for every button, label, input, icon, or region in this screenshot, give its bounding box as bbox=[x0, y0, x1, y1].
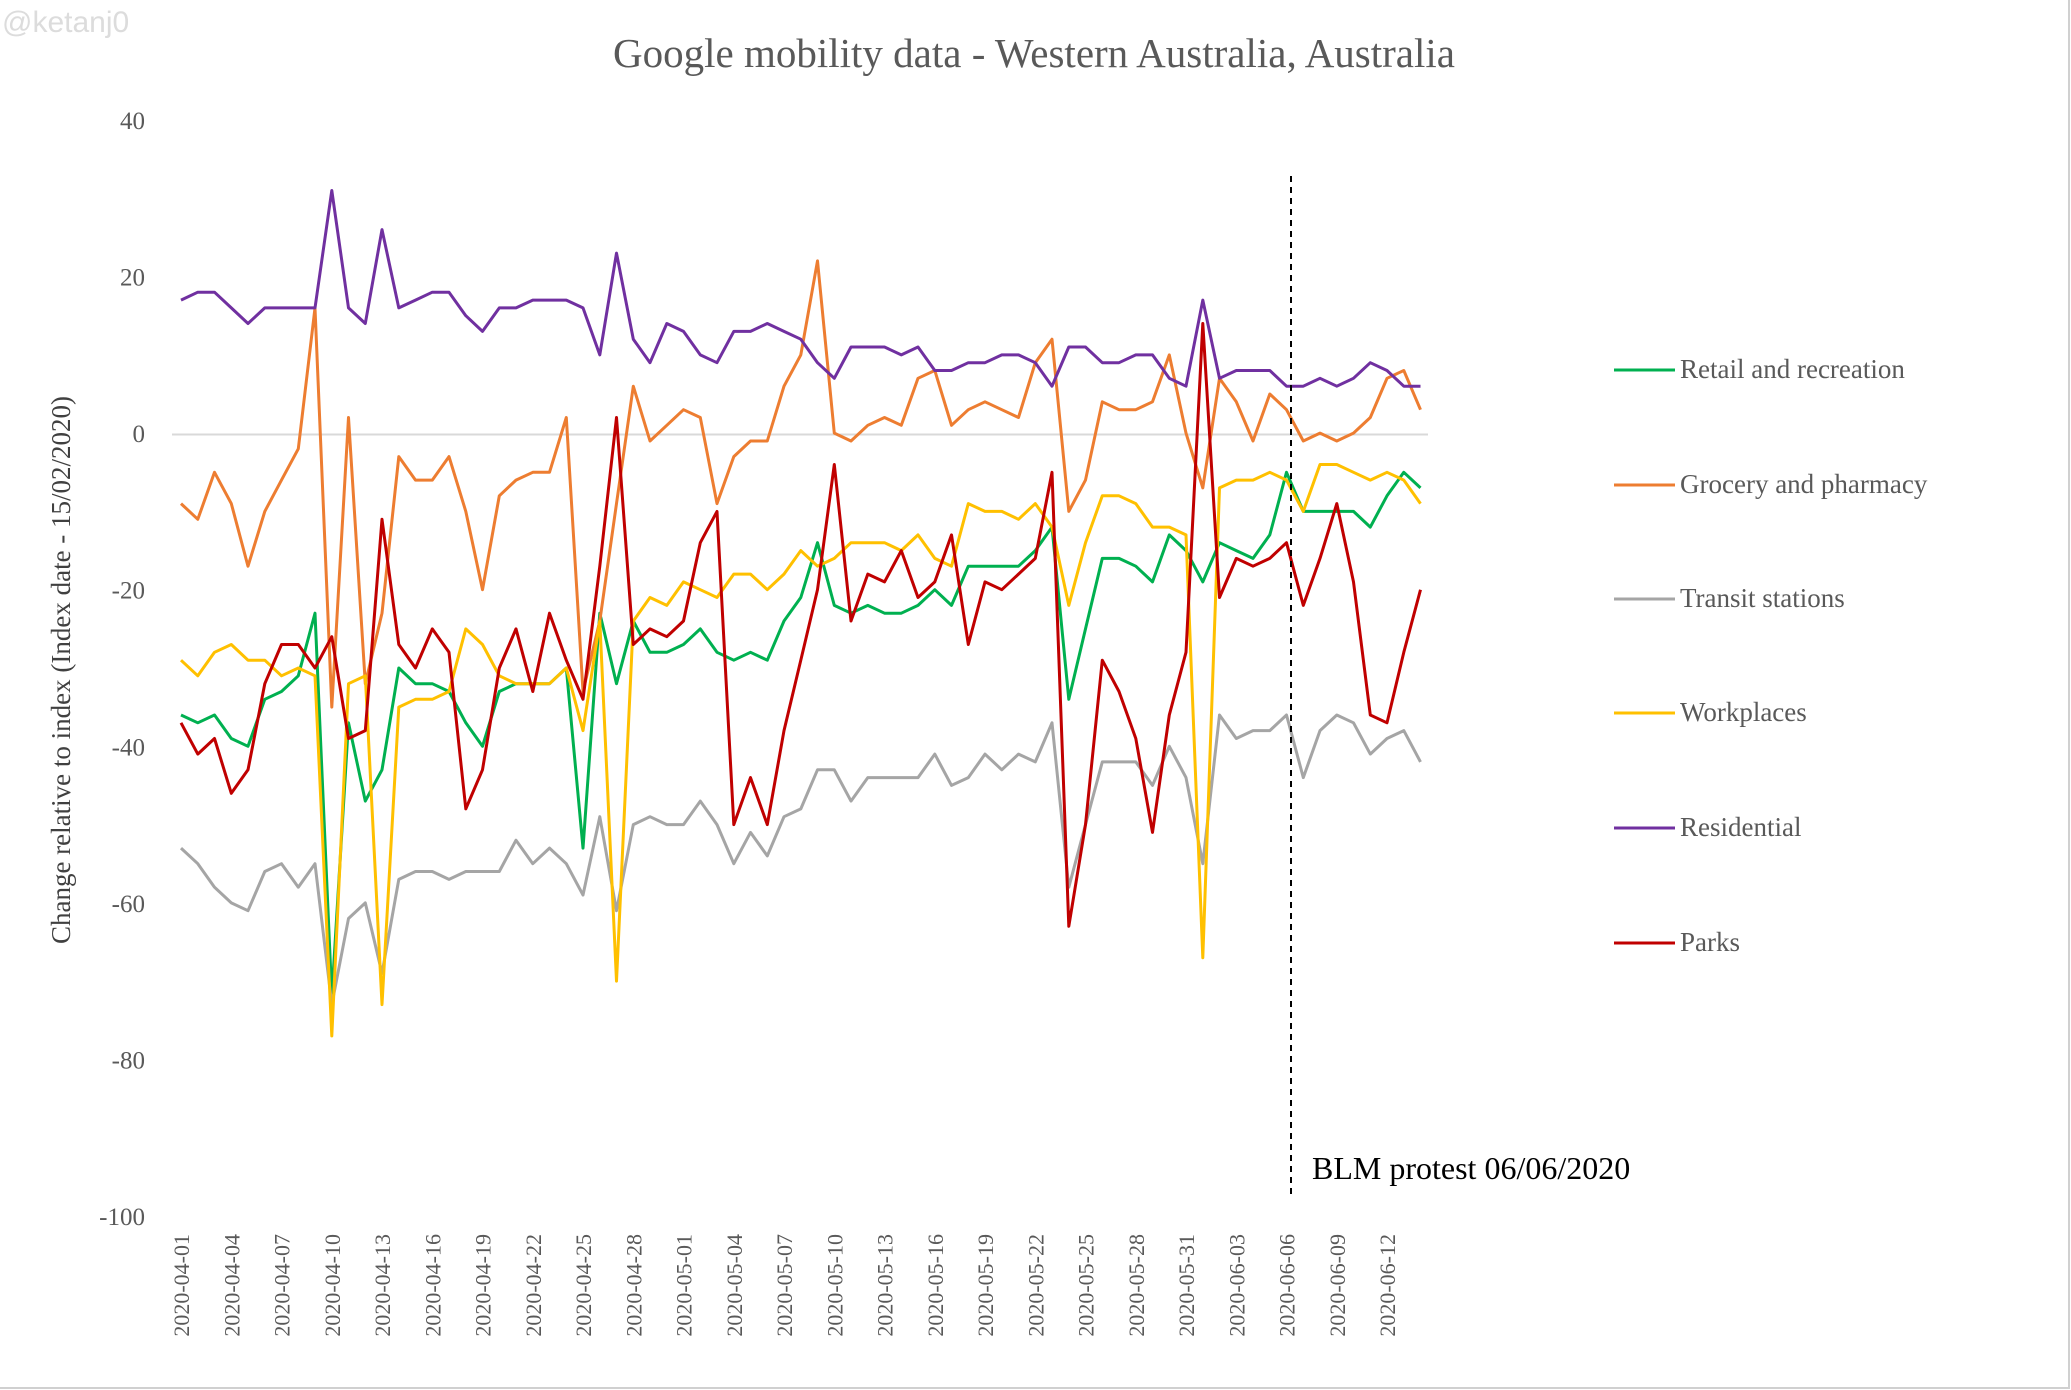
series-lines bbox=[179, 189, 1422, 1038]
legend-label: Parks bbox=[1680, 927, 1740, 957]
legend-label: Residential bbox=[1680, 812, 1801, 842]
x-tick-label: 2020-04-01 bbox=[169, 1234, 194, 1337]
series-line-parks bbox=[179, 322, 1422, 928]
y-tick-label: -80 bbox=[112, 1047, 145, 1074]
x-tick-label: 2020-06-12 bbox=[1375, 1234, 1400, 1337]
x-tick-label: 2020-05-16 bbox=[923, 1234, 948, 1337]
x-tick-label: 2020-05-28 bbox=[1124, 1234, 1149, 1337]
x-tick-label: 2020-04-28 bbox=[621, 1234, 646, 1337]
watermark: @ketanj0 bbox=[2, 6, 130, 39]
series-line-grocery-and-pharmacy bbox=[179, 259, 1422, 709]
x-tick-label: 2020-05-04 bbox=[722, 1234, 747, 1337]
x-tick-label: 2020-05-01 bbox=[672, 1234, 697, 1337]
annotation-label: BLM protest 06/06/2020 bbox=[1312, 1150, 1630, 1186]
x-tick-label: 2020-06-06 bbox=[1275, 1234, 1300, 1337]
y-tick-label: -60 bbox=[112, 891, 145, 918]
chart-title: Google mobility data - Western Australia… bbox=[613, 30, 1455, 76]
y-axis-label: Change relative to index (Index date - 1… bbox=[46, 396, 76, 944]
series-line-workplaces bbox=[179, 463, 1422, 1038]
legend-label: Transit stations bbox=[1680, 583, 1845, 613]
x-tick-label: 2020-05-13 bbox=[873, 1234, 898, 1337]
y-tick-label: -20 bbox=[112, 578, 145, 605]
legend-label: Grocery and pharmacy bbox=[1680, 469, 1928, 499]
legend-item: Residential bbox=[1614, 812, 1801, 842]
x-tick-label: 2020-04-07 bbox=[270, 1234, 295, 1337]
x-tick-label: 2020-04-13 bbox=[370, 1234, 395, 1337]
legend-item: Transit stations bbox=[1614, 583, 1845, 613]
legend-label: Retail and recreation bbox=[1680, 354, 1905, 384]
legend-item: Parks bbox=[1614, 927, 1740, 957]
x-tick-label: 2020-05-10 bbox=[822, 1234, 847, 1337]
legend-item: Workplaces bbox=[1614, 697, 1807, 727]
x-tick-label: 2020-04-19 bbox=[471, 1234, 496, 1337]
y-axis-ticks: 40 20 0 -20 -40 -60 -80 -100 bbox=[99, 108, 145, 1231]
x-tick-label: 2020-06-03 bbox=[1224, 1234, 1249, 1337]
series-line-retail-and-recreation bbox=[180, 470, 1422, 999]
x-tick-label: 2020-04-16 bbox=[420, 1234, 445, 1337]
x-tick-label: 2020-05-25 bbox=[1074, 1234, 1099, 1337]
y-tick-label: 0 bbox=[133, 421, 146, 448]
x-tick-label: 2020-05-31 bbox=[1174, 1234, 1199, 1337]
legend-item: Retail and recreation bbox=[1614, 354, 1905, 384]
x-tick-label: 2020-05-19 bbox=[973, 1234, 998, 1337]
x-tick-label: 2020-04-04 bbox=[219, 1234, 244, 1337]
legend-item: Grocery and pharmacy bbox=[1614, 469, 1928, 499]
x-tick-label: 2020-04-22 bbox=[521, 1234, 546, 1337]
series-line-transit-stations bbox=[179, 713, 1422, 1007]
y-tick-label: -40 bbox=[112, 734, 145, 761]
x-tick-label: 2020-05-22 bbox=[1023, 1234, 1048, 1337]
x-tick-label: 2020-05-07 bbox=[772, 1234, 797, 1337]
y-tick-label: 40 bbox=[120, 108, 145, 135]
series-line-residential bbox=[180, 189, 1421, 388]
y-tick-label: 20 bbox=[120, 265, 145, 292]
y-tick-label: -100 bbox=[99, 1204, 145, 1231]
legend: Retail and recreation Grocery and pharmac… bbox=[1614, 354, 1928, 957]
legend-label: Workplaces bbox=[1680, 697, 1807, 727]
x-tick-label: 2020-04-10 bbox=[320, 1234, 345, 1337]
x-axis-ticks: 2020-04-01 2020-04-04 2020-04-07 2020-04-10… bbox=[169, 1234, 1400, 1337]
x-tick-label: 2020-04-25 bbox=[571, 1234, 596, 1337]
x-tick-label: 2020-06-09 bbox=[1325, 1234, 1350, 1337]
